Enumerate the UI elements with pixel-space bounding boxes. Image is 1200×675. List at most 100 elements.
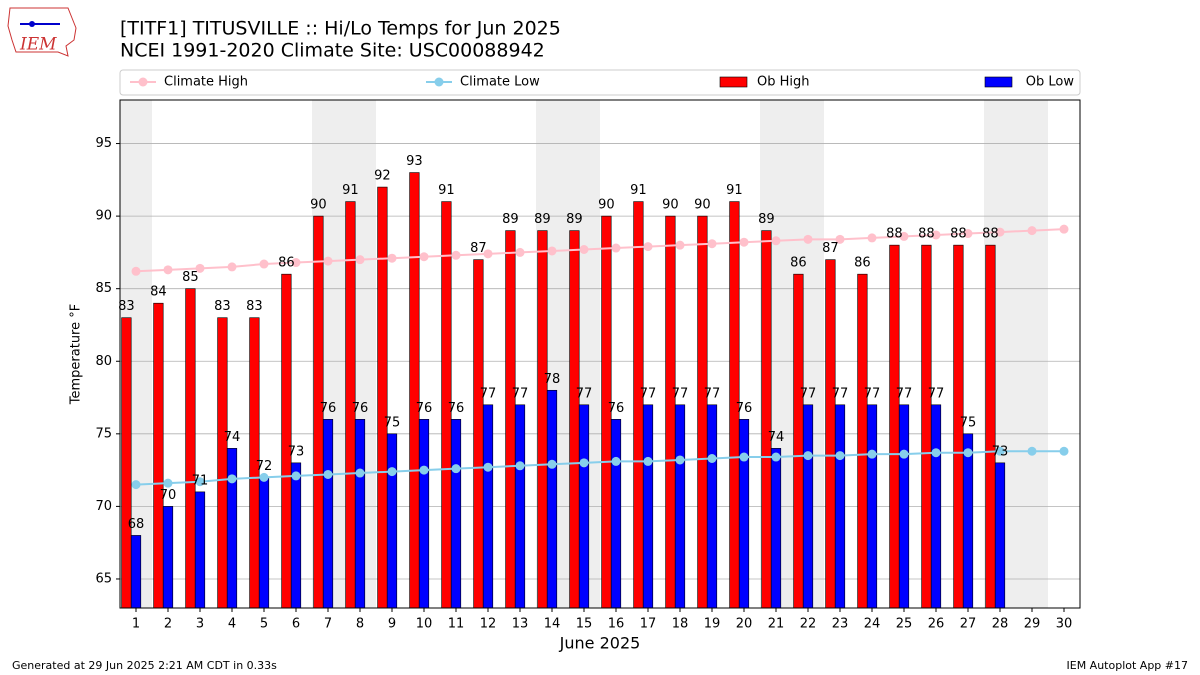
marker [867,449,877,459]
x-tick-label: 5 [260,617,268,632]
marker [835,234,845,244]
marker [195,263,205,273]
bar [834,404,846,609]
marker [963,229,973,239]
x-tick-label: 10 [416,617,433,632]
bar [962,433,974,609]
value-label: 89 [502,212,519,227]
legend-label: Climate Low [460,75,540,90]
y-tick-label: 85 [95,281,112,296]
value-label: 91 [726,183,743,198]
y-tick-label: 90 [95,209,112,224]
value-label: 70 [160,488,177,503]
bar [409,172,420,609]
marker [611,243,621,253]
bar [473,259,484,609]
x-tick-label: 9 [388,617,396,632]
marker [515,461,525,471]
legend-label: Ob High [757,75,810,90]
value-label: 71 [192,473,209,488]
bar [546,389,558,609]
footer-right: IEM Autoplot App #17 [1067,659,1189,672]
marker [931,230,941,240]
marker [195,477,205,487]
bar [578,404,590,609]
value-label: 74 [224,430,241,445]
bar [130,535,142,609]
marker [803,451,813,461]
logo-outline [7,7,77,57]
x-tick-label: 29 [1024,617,1041,632]
x-axis-label: June 2025 [559,634,641,653]
bar [930,404,942,609]
legend-box [119,69,1081,96]
bar [761,230,772,609]
value-label: 77 [864,386,881,401]
value-label: 75 [960,415,977,430]
x-tick-label: 30 [1056,617,1073,632]
y-tick-label: 70 [95,499,112,514]
marker [163,478,173,488]
value-label: 76 [320,401,337,416]
marker [355,468,365,478]
y-tick-label: 80 [95,354,112,369]
x-tick-label: 13 [512,617,529,632]
x-tick-label: 15 [576,617,593,632]
marker [931,448,941,458]
value-label: 93 [406,154,423,169]
marker [771,452,781,462]
bar [921,244,932,609]
marker [451,464,461,474]
marker [675,240,685,250]
x-tick-label: 8 [356,617,364,632]
marker [1027,446,1037,456]
value-label: 87 [470,241,487,256]
value-label: 72 [256,459,273,474]
marker [131,480,141,490]
value-label: 91 [438,183,455,198]
bar [633,201,644,609]
x-tick-label: 28 [992,617,1009,632]
value-label: 90 [310,198,327,213]
y-axis-label: Temperature °F [69,304,84,405]
value-label: 88 [950,227,967,242]
value-label: 84 [150,285,167,300]
marker [451,250,461,260]
marker [323,469,333,479]
x-tick-label: 1 [132,617,140,632]
legend-swatch-marker [138,77,148,87]
marker [1027,226,1037,236]
logo-dot [29,21,35,27]
chart-subtitle: NCEI 1991-2020 Climate Site: USC00088942 [120,40,545,62]
bar [866,404,878,609]
value-label: 74 [768,430,785,445]
x-tick-label: 20 [736,617,753,632]
marker [1059,224,1069,234]
value-label: 77 [928,386,945,401]
marker [995,227,1005,237]
bar [185,288,196,609]
value-label: 76 [448,401,465,416]
bar [537,230,548,609]
bar [889,244,900,609]
y-tick-label: 95 [95,136,112,151]
plot-area [120,100,1080,609]
chart-title: [TITF1] TITUSVILLE :: Hi/Lo Temps for Ju… [120,18,561,40]
bar [898,404,910,609]
x-tick-label: 22 [800,617,817,632]
bar [121,317,132,609]
marker [835,451,845,461]
marker [547,246,557,256]
marker [227,474,237,484]
x-tick-label: 17 [640,617,657,632]
x-tick-label: 23 [832,617,849,632]
bar [258,477,270,609]
value-label: 76 [736,401,753,416]
marker [355,255,365,265]
x-tick-label: 27 [960,617,977,632]
bar [793,273,804,609]
x-tick-label: 7 [324,617,332,632]
bar [802,404,814,609]
marker [227,262,237,272]
marker [387,253,397,263]
